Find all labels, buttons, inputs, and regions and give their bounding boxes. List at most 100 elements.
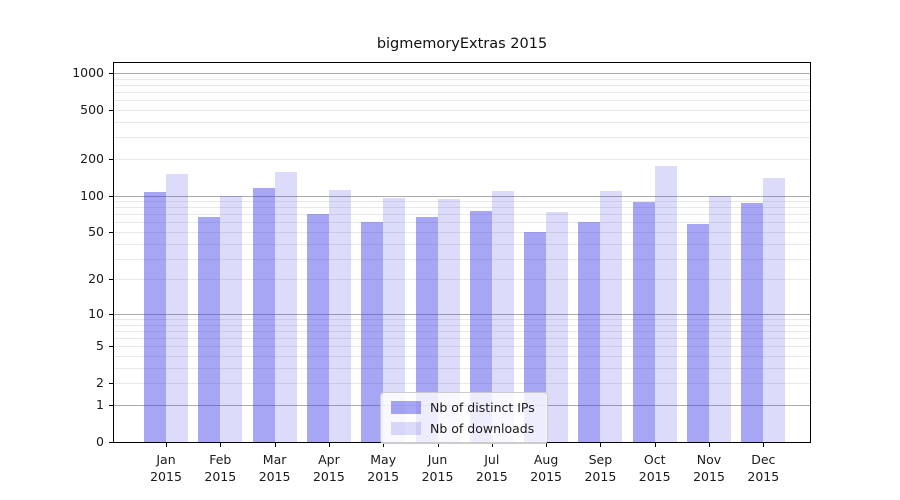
gridline-minor [114, 338, 810, 340]
gridline-minor [114, 100, 810, 102]
gridline-minor [114, 121, 810, 123]
y-tick-label: 1000 [72, 65, 104, 81]
gridline-minor [114, 330, 810, 332]
gridline-minor [114, 367, 810, 369]
y-tick-mark [109, 73, 113, 75]
y-tick-mark [109, 232, 113, 234]
bar [741, 202, 764, 442]
gridline-minor [114, 84, 810, 86]
y-tick-mark [109, 346, 113, 348]
y-tick-mark [109, 158, 113, 160]
y-tick-label: 5 [96, 338, 104, 354]
bar [383, 197, 406, 442]
gridline-minor [114, 137, 810, 139]
y-tick-label: 500 [80, 102, 104, 118]
gridline-minor [114, 92, 810, 94]
x-tick-mark [328, 443, 330, 447]
bar [491, 190, 514, 442]
y-tick-mark [109, 313, 113, 315]
bar [274, 172, 297, 442]
bar [469, 211, 492, 442]
x-tick-mark [220, 443, 222, 447]
gridline-major [114, 313, 810, 315]
y-tick-label: 10 [88, 305, 104, 321]
gridline-minor [114, 346, 810, 348]
chart-title: bigmemoryExtras 2015 [376, 36, 548, 52]
legend-item-distinct-ips: Nb of distinct IPs [391, 400, 535, 415]
x-tick-mark [491, 443, 493, 447]
gridline-minor [114, 232, 810, 234]
y-tick-label: 1 [96, 396, 104, 412]
bar [709, 195, 731, 442]
gridline-minor [114, 207, 810, 209]
bar [306, 214, 329, 442]
x-tick-label: Feb 2015 [204, 452, 237, 484]
x-tick-mark [763, 443, 765, 447]
y-tick-label: 100 [80, 187, 104, 203]
x-tick-mark [383, 443, 385, 447]
gridline-minor [114, 258, 810, 260]
x-tick-label: Sep 2015 [584, 452, 617, 484]
bar [600, 190, 623, 442]
x-tick-label: Nov 2015 [693, 452, 725, 484]
x-tick-label: Apr 2015 [312, 452, 345, 484]
gridline-minor [114, 383, 810, 385]
x-tick-label: Jan 2015 [150, 452, 182, 484]
y-tick-mark [109, 442, 113, 443]
bar [198, 217, 221, 442]
bar [524, 232, 547, 442]
gridline-minor [114, 243, 810, 245]
gridline-minor [114, 324, 810, 326]
bar [578, 222, 601, 442]
bar [144, 192, 166, 442]
y-tick-label: 50 [88, 224, 104, 240]
x-tick-label: Jul 2015 [475, 452, 508, 484]
y-tick-mark [109, 404, 113, 406]
x-tick-label: Aug 2015 [530, 452, 562, 484]
y-tick-mark [109, 279, 113, 281]
x-tick-mark [709, 443, 710, 447]
x-tick-label: May 2015 [367, 452, 400, 484]
bar [252, 187, 275, 442]
bar [166, 174, 188, 442]
x-tick-mark [437, 443, 439, 447]
gridline-major [114, 73, 810, 75]
legend: Nb of distinct IPs Nb of downloads [380, 392, 548, 444]
gridline-minor [114, 78, 810, 80]
x-tick-mark [546, 443, 548, 447]
plot-area: Nb of distinct IPs Nb of downloads [113, 62, 811, 444]
legend-label-distinct-ips: Nb of distinct IPs [430, 400, 535, 415]
gridline-major [114, 195, 810, 197]
x-tick-mark [274, 443, 276, 447]
x-tick-mark [654, 443, 656, 447]
bar [654, 165, 677, 442]
x-tick-label: Oct 2015 [638, 452, 671, 484]
bar [437, 198, 460, 442]
gridline-minor [114, 201, 810, 203]
y-tick-mark [109, 383, 113, 385]
x-tick-mark [166, 443, 167, 447]
x-tick-label: Dec 2015 [747, 452, 780, 484]
gridline-minor [114, 158, 810, 160]
y-tick-label: 20 [88, 271, 104, 287]
gridline-minor [114, 356, 810, 358]
gridline-minor [114, 319, 810, 321]
legend-item-downloads: Nb of downloads [391, 421, 535, 436]
bar [220, 195, 243, 442]
y-tick-label: 2 [96, 375, 104, 391]
gridline-minor [114, 222, 810, 224]
bar [361, 221, 384, 442]
x-tick-label: Mar 2015 [258, 452, 291, 484]
legend-swatch-downloads [391, 422, 421, 435]
bar [632, 202, 655, 442]
bar [763, 177, 786, 442]
y-tick-mark [109, 110, 113, 112]
legend-swatch-distinct-ips [391, 401, 421, 414]
bar [328, 190, 351, 442]
gridline-minor [114, 279, 810, 281]
y-tick-label: 200 [80, 150, 104, 166]
y-tick-mark [109, 195, 113, 197]
x-tick-label: Jun 2015 [421, 452, 454, 484]
y-tick-label: 0 [96, 434, 104, 449]
